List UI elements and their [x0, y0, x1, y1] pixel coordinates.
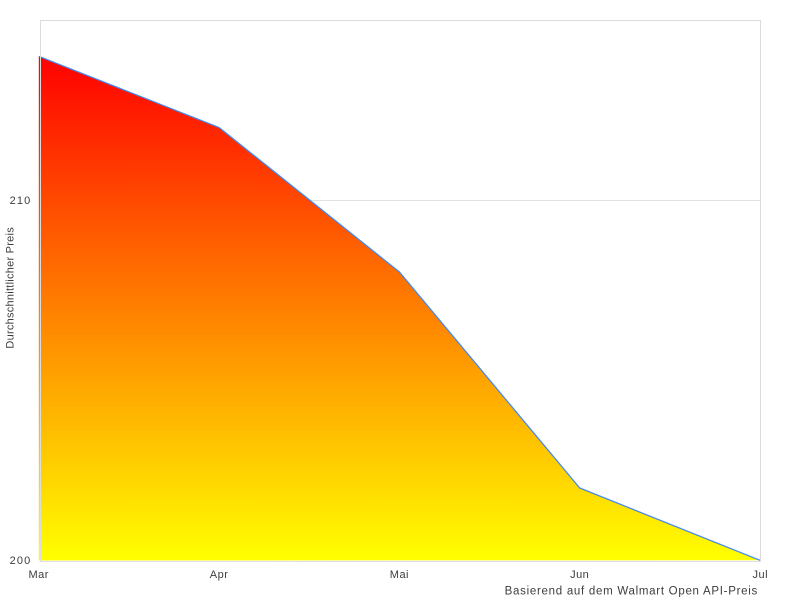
- svg-text:Mar: Mar: [28, 569, 48, 581]
- svg-text:200: 200: [10, 555, 32, 567]
- svg-text:Durchschnittlicher Preis: Durchschnittlicher Preis: [5, 227, 17, 349]
- svg-text:Mai: Mai: [390, 569, 409, 581]
- svg-text:Jun: Jun: [570, 569, 589, 581]
- svg-text:Apr: Apr: [210, 569, 229, 581]
- svg-text:Jul: Jul: [753, 569, 769, 581]
- svg-text:210: 210: [10, 195, 32, 207]
- svg-text:Basierend auf dem Walmart Open: Basierend auf dem Walmart Open API-Preis: [505, 586, 758, 598]
